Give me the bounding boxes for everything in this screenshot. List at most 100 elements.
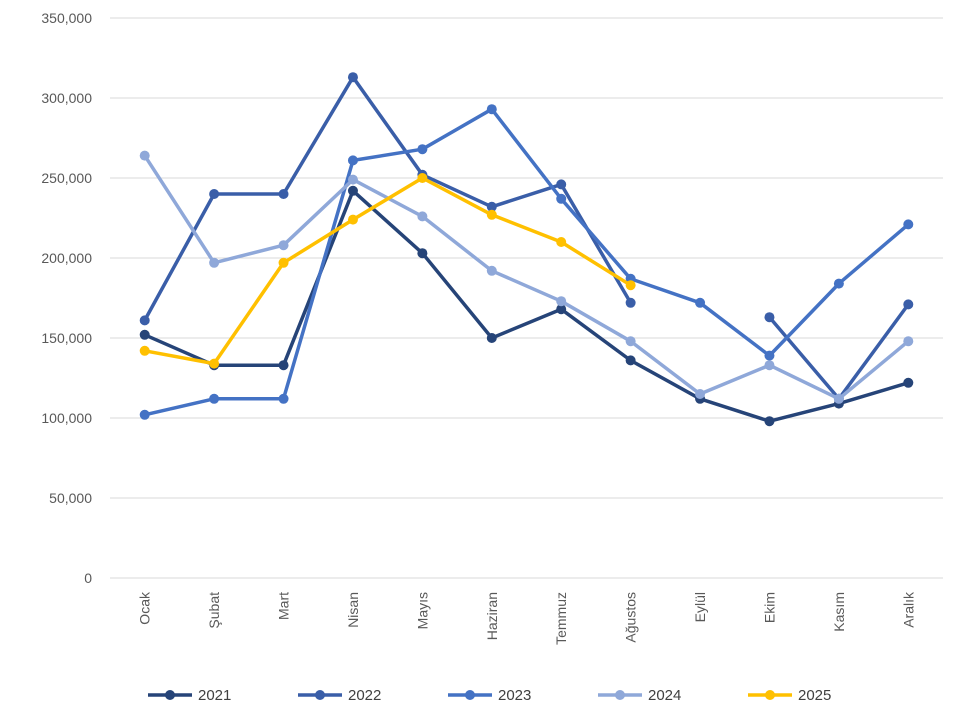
data-point — [486, 209, 497, 220]
data-point — [556, 179, 567, 190]
legend-label: 2024 — [648, 687, 681, 704]
legend-marker — [615, 690, 625, 700]
data-point — [347, 214, 358, 225]
series-2023 — [139, 104, 914, 420]
x-tick-label: Mayıs — [414, 592, 430, 629]
data-point — [625, 355, 636, 366]
series-line — [142, 153, 911, 401]
series-line — [142, 189, 911, 423]
data-point — [209, 358, 220, 369]
series-2025 — [139, 173, 636, 369]
data-point — [556, 193, 567, 204]
x-tick-label: Ekim — [761, 592, 777, 623]
y-tick-label: 150,000 — [41, 330, 92, 346]
data-point — [764, 360, 775, 371]
data-point — [209, 189, 220, 199]
x-axis-ticks: Ocak Şubat Mart Nisan Mayıs Haziran Temmuz Ağus… — [137, 591, 917, 645]
series-line — [142, 75, 633, 323]
data-point — [695, 297, 706, 308]
data-point — [833, 393, 844, 404]
data-point — [903, 219, 914, 230]
data-point — [347, 72, 358, 83]
data-point — [695, 389, 706, 399]
y-tick-label: 100,000 — [41, 410, 92, 426]
x-tick-label: Nisan — [345, 592, 361, 628]
legend-label: 2023 — [498, 687, 531, 704]
data-point — [556, 304, 567, 315]
legend-item-2021: 2021 — [148, 687, 231, 704]
x-tick-label: Eylül — [692, 592, 708, 622]
data-point — [625, 280, 636, 291]
data-point — [139, 150, 150, 161]
series-line — [767, 302, 911, 401]
y-tick-label: 350,000 — [41, 10, 92, 26]
data-point — [486, 333, 497, 343]
x-tick-label: Şubat — [206, 592, 222, 629]
data-point — [417, 173, 428, 183]
data-point — [278, 189, 289, 199]
data-point — [556, 296, 567, 307]
data-point — [903, 299, 914, 310]
legend: 2021 2022 2023 2024 2025 — [148, 687, 831, 704]
data-point — [139, 409, 150, 420]
data-point — [209, 257, 220, 268]
data-point — [625, 297, 636, 308]
data-point — [139, 345, 150, 356]
y-axis-ticks: 0 50,000 100,000 150,000 200,000 250,000 300,0… — [41, 10, 92, 586]
data-point — [417, 248, 428, 259]
x-tick-label: Aralık — [900, 591, 916, 628]
y-tick-label: 300,000 — [41, 90, 92, 106]
series-2024 — [139, 150, 914, 404]
legend-label: 2025 — [798, 687, 831, 704]
data-point — [278, 257, 289, 268]
data-point — [764, 312, 775, 323]
series-line — [142, 176, 633, 366]
x-tick-label: Haziran — [484, 592, 500, 640]
legend-marker — [315, 690, 325, 700]
data-point — [139, 329, 150, 340]
legend-label: 2022 — [348, 687, 381, 704]
y-tick-label: 200,000 — [41, 250, 92, 266]
data-point — [209, 393, 220, 404]
legend-marker — [165, 690, 175, 700]
y-tick-label: 250,000 — [41, 170, 92, 186]
data-point — [417, 211, 428, 222]
data-point — [764, 350, 775, 361]
x-tick-label: Mart — [276, 592, 292, 620]
data-point — [833, 278, 844, 289]
data-point — [903, 336, 914, 347]
legend-marker — [465, 690, 475, 700]
data-point — [278, 360, 289, 371]
legend-item-2025: 2025 — [748, 687, 831, 704]
data-point — [347, 185, 358, 196]
y-tick-label: 50,000 — [49, 490, 92, 506]
data-point — [486, 201, 497, 212]
data-point — [347, 155, 358, 166]
data-point — [139, 315, 150, 326]
x-tick-label: Ocak — [137, 591, 153, 625]
x-tick-label: Kasım — [831, 592, 847, 632]
data-point — [903, 377, 914, 388]
series-lines — [139, 72, 914, 427]
x-tick-label: Temmuz — [553, 592, 569, 645]
legend-label: 2021 — [198, 687, 231, 704]
x-tick-label: Ağustos — [623, 592, 639, 643]
data-point — [486, 104, 497, 115]
legend-item-2024: 2024 — [598, 687, 681, 704]
data-point — [556, 237, 567, 247]
data-point — [347, 174, 358, 185]
series-2022 — [139, 72, 914, 404]
series-line — [142, 107, 911, 417]
data-point — [417, 144, 428, 155]
data-point — [764, 416, 775, 427]
legend-marker — [765, 690, 775, 700]
data-point — [625, 336, 636, 347]
data-point — [278, 393, 289, 404]
data-point — [486, 265, 497, 276]
y-tick-label: 0 — [84, 570, 92, 586]
gridlines — [110, 17, 943, 579]
legend-item-2023: 2023 — [448, 687, 531, 704]
data-point — [278, 240, 289, 251]
legend-item-2022: 2022 — [298, 687, 381, 704]
